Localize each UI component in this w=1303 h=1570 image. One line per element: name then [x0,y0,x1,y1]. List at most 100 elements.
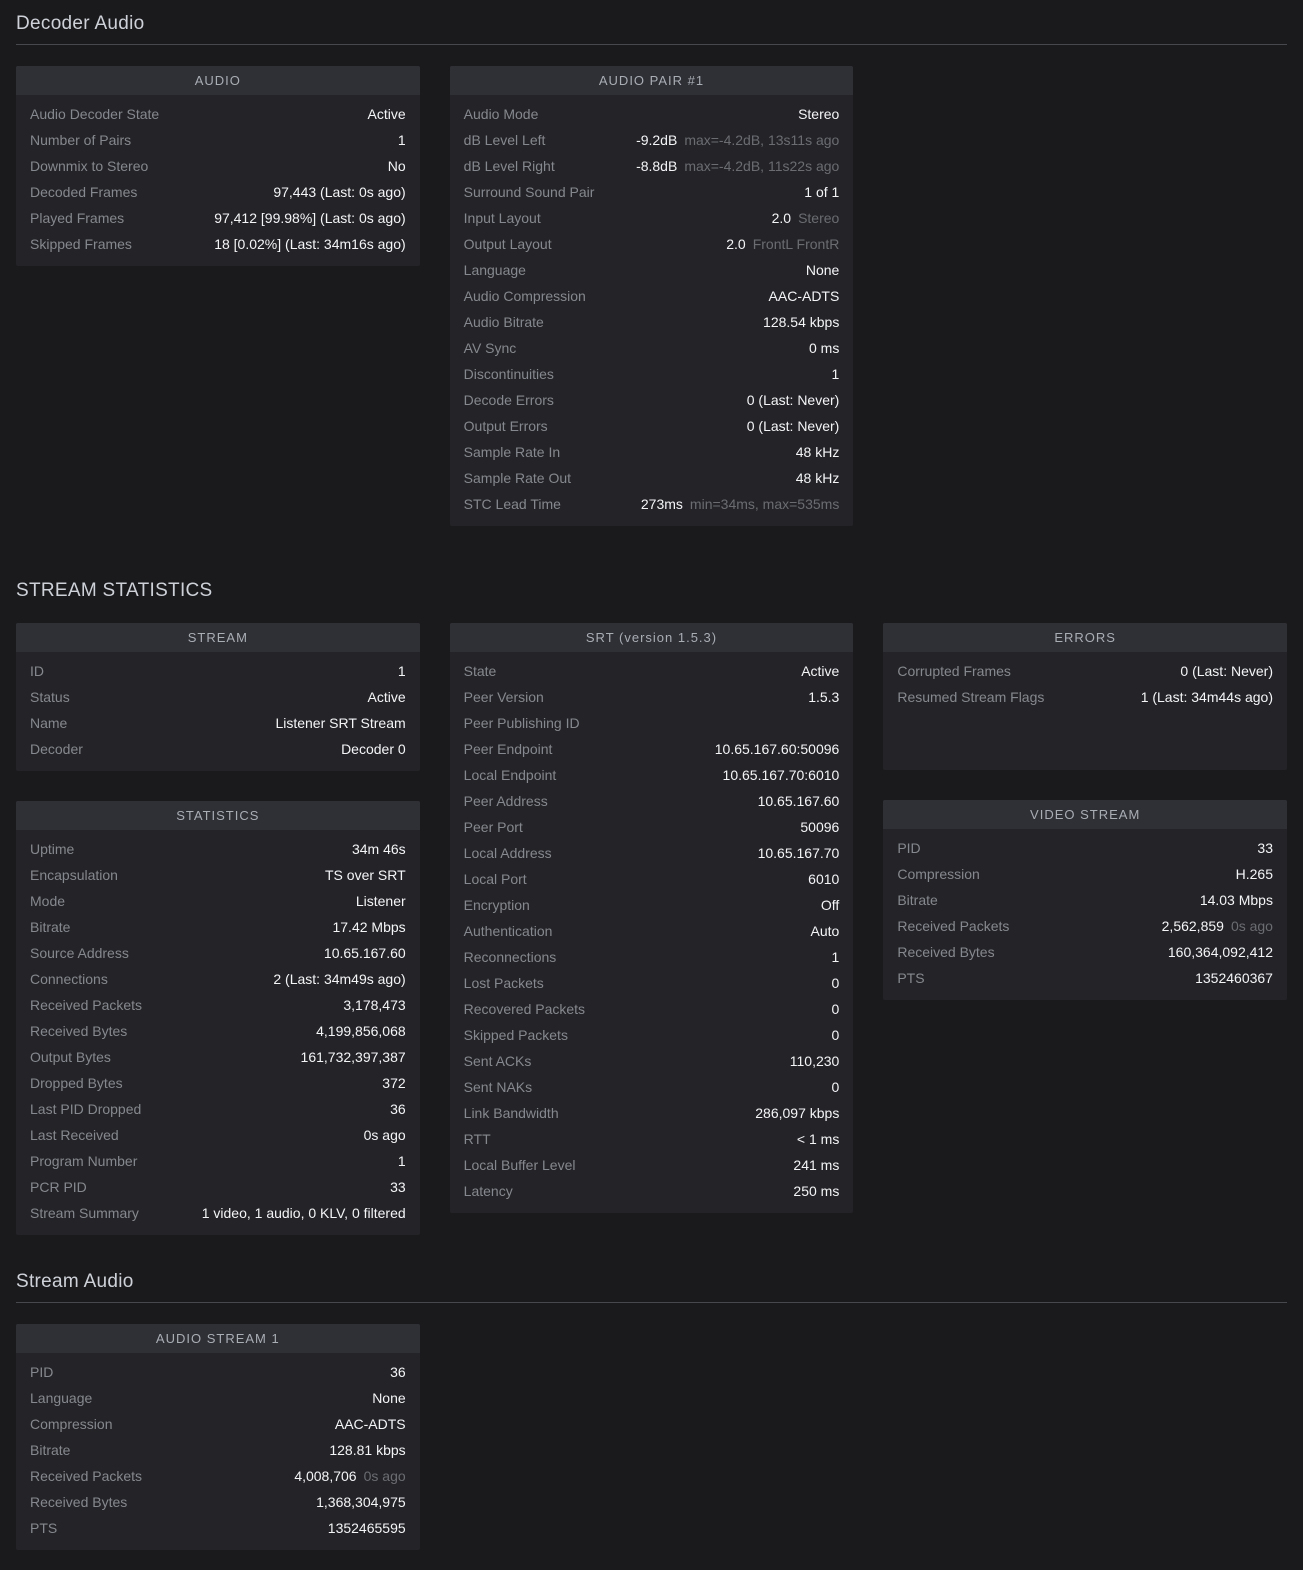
stat-value: 0 [832,1074,840,1100]
stat-value: 10.65.167.70 [758,840,840,866]
stat-value-main: 10.65.167.60 [757,793,840,809]
stat-label: ID [30,663,44,679]
stat-value-main: 97,412 [99.98%] (Last: 0s ago) [214,210,406,226]
stat-row: Decode Errors 0 (Last: Never) [450,387,854,413]
stat-value-main: 4,199,856,068 [316,1023,406,1039]
stat-value-main: 1 video, 1 audio, 0 KLV, 0 filtered [201,1205,406,1221]
stat-value-main: 0 (Last: Never) [1180,663,1273,679]
stat-value-main: 0 [831,975,840,991]
stat-value-main: None [805,262,840,278]
stat-value-main: 0 [831,1027,840,1043]
stat-value: Auto [811,918,840,944]
card-body: PID 36 Language None Compression AAC-ADTS Bitr… [16,1353,420,1550]
stat-label: State [463,663,497,679]
stat-value: 273ms min=34ms, max=535ms [641,491,839,517]
stat-value-main: 250 ms [793,1183,840,1199]
stat-row: Received Packets 4,008,706 0s ago [16,1463,420,1489]
card-audio-pair-1: AUDIO PAIR #1 Audio Mode Stereo dB Level Le… [449,66,854,526]
stat-row: Local Buffer Level 241 ms [450,1152,854,1178]
stat-label: Peer Port [463,819,523,835]
stat-row: Local Port 6010 [450,866,854,892]
stat-label: Encryption [463,897,530,913]
stat-row: Decoder Decoder 0 [16,736,420,762]
stat-value: 50096 [800,814,839,840]
stat-label: PID [30,1364,54,1380]
stat-label: PTS [897,970,925,986]
stat-label: Authentication [463,923,553,939]
card-stream: STREAM ID 1 Status Active Name Listener SRT St… [16,623,420,771]
stat-row: Recovered Packets 0 [450,996,854,1022]
stat-value: H.265 [1236,861,1273,887]
stat-value-main: None [372,1390,406,1406]
stat-value: 1 of 1 [804,179,839,205]
stat-value-main: 10.65.167.60:50096 [714,741,840,757]
card-body: Audio Mode Stereo dB Level Left -9.2dB max=-… [450,95,854,526]
stat-value-main: Active [801,663,840,679]
stat-value: 4,008,706 0s ago [294,1463,405,1489]
stat-value: Listener [356,888,406,914]
stat-value: 2 (Last: 34m49s ago) [273,966,405,992]
stat-value-main: Active [367,689,406,705]
stat-row: Received Packets 3,178,473 [16,992,420,1018]
stat-value-main: 10.65.167.70:6010 [722,767,840,783]
stat-value-main: Auto [810,923,840,939]
stat-row: Corrupted Frames 0 (Last: Never) [883,658,1287,684]
stat-label: PCR PID [30,1179,87,1195]
stat-row: Connections 2 (Last: 34m49s ago) [16,966,420,992]
stat-value: 2.0 FrontL FrontR [726,231,839,257]
column-0: AUDIO Audio Decoder State Active Number of … [16,66,420,266]
stat-row: Status Active [16,684,420,710]
stat-value: 10.65.167.70:6010 [723,762,840,788]
stat-value: 1 video, 1 audio, 0 KLV, 0 filtered [202,1200,406,1226]
stat-row: Peer Port 50096 [450,814,854,840]
stat-value-main: Off [820,897,840,913]
stat-value: Stereo [798,101,839,127]
stat-value: Active [801,658,839,684]
stat-label: PID [897,840,921,856]
stat-value: 241 ms [793,1152,839,1178]
stat-label: PTS [30,1520,58,1536]
stat-label: Encapsulation [30,867,118,883]
stat-row: Received Packets 2,562,859 0s ago [883,913,1287,939]
stat-row: Number of Pairs 1 [16,127,420,153]
stat-value-main: 6010 [808,871,840,887]
stat-value: 0 [832,1022,840,1048]
stat-row: Sent NAKs 0 [450,1074,854,1100]
stat-label: Uptime [30,841,75,857]
stat-label: Surround Sound Pair [463,184,595,200]
section-title: Stream Audio [16,1271,134,1292]
stat-value-main: 2,562,859 [1161,918,1224,934]
stat-value: Listener SRT Stream [275,710,405,736]
stat-row: Peer Endpoint 10.65.167.60:50096 [450,736,854,762]
stat-value: AAC-ADTS [335,1411,406,1437]
stat-label: Decoded Frames [30,184,138,200]
stat-row: dB Level Left -9.2dB max=-4.2dB, 13s11s ag… [450,127,854,153]
stat-value: 372 [382,1070,405,1096]
stat-row: Sample Rate Out 48 kHz [450,465,854,491]
stat-label: Peer Endpoint [463,741,553,757]
stat-value: 1352460367 [1195,965,1273,991]
stat-value: 1 [398,1148,406,1174]
column-1: AUDIO PAIR #1 Audio Mode Stereo dB Level Le… [449,66,854,526]
card-body: PID 33 Compression H.265 Bitrate 14.03 Mbps Re… [883,829,1287,1000]
stat-label: RTT [463,1131,491,1147]
stat-row: Bitrate 17.42 Mbps [16,914,420,940]
stat-value-main: 2.0 [771,210,792,226]
column-0: STREAM ID 1 Status Active Name Listener SRT St… [16,623,420,1235]
stat-row: Bitrate 128.81 kbps [16,1437,420,1463]
stat-label: Peer Version [463,689,544,705]
stat-value: 3,178,473 [343,992,405,1018]
stat-value-main: 2.0 [726,236,746,252]
stat-value: 161,732,397,387 [301,1044,406,1070]
stat-value-main: 0 [831,1079,840,1095]
stat-label: Recovered Packets [463,1001,586,1017]
stat-label: Skipped Packets [463,1027,568,1043]
stat-value: 10.65.167.60 [758,788,840,814]
stat-value-main: 1 [831,949,840,965]
stat-value-main: -9.2dB [636,132,678,148]
stat-row: AV Sync 0 ms [450,335,854,361]
stat-row: Last Received 0s ago [16,1122,420,1148]
stat-value-detail: 0s ago [1230,918,1273,934]
card-body: Uptime 34m 46s Encapsulation TS over SRT Mod… [16,830,420,1235]
stat-label: Received Bytes [897,944,995,960]
